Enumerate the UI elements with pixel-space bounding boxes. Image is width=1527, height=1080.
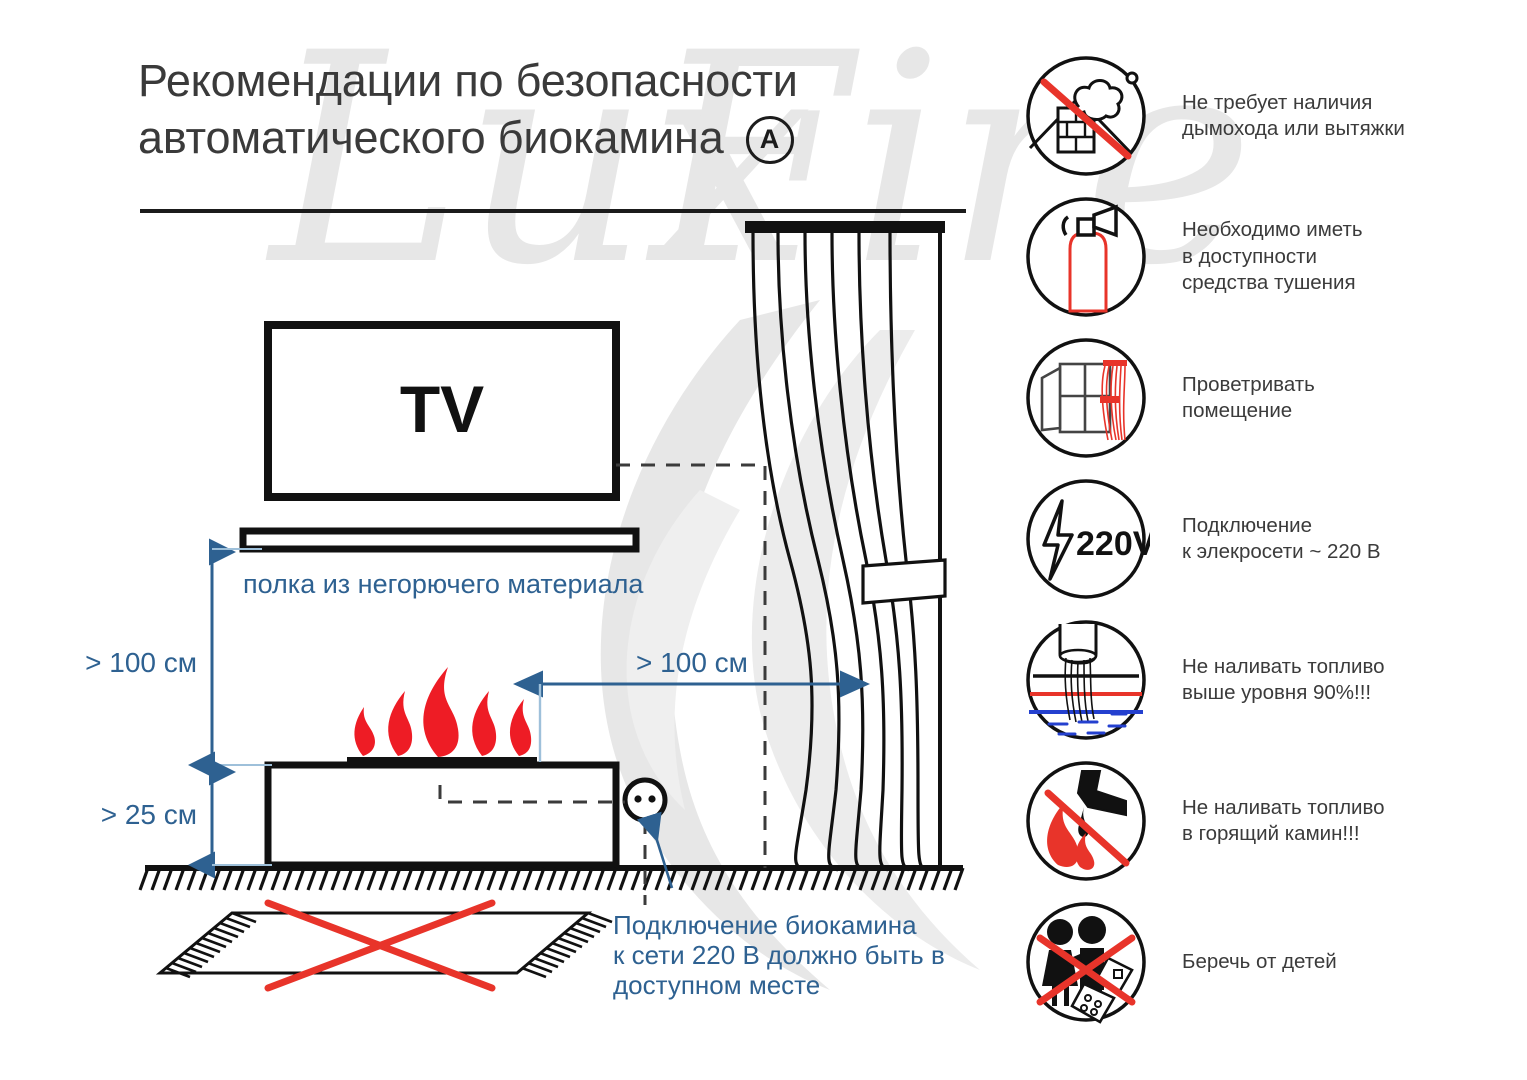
safety-item-label: Не наливать топливо в горящий камин!!! — [1182, 795, 1385, 848]
label-line: помещение — [1182, 399, 1293, 422]
window-curtain — [745, 221, 947, 872]
title-line-2: автоматического биокамина — [138, 112, 724, 163]
safety-item-label: Необходимо иметь в доступности средства … — [1182, 217, 1363, 297]
fire-extinguisher-icon — [1026, 197, 1146, 317]
no-chimney-icon — [1026, 56, 1146, 176]
flame-group — [354, 667, 532, 757]
label-line: Необходимо иметь — [1182, 218, 1363, 242]
title-divider — [140, 209, 966, 213]
no-refuel-burning-icon — [1026, 761, 1146, 881]
safety-item-220v: 220V Подключение к элекросети ~ 220 В — [1022, 475, 1522, 603]
safety-item-fuel-level: Не наливать топливо выше уровня 90%!!! — [1022, 616, 1522, 744]
safety-item-ventilate: Проветривать помещение — [1022, 334, 1522, 462]
electricity-220v-icon: 220V — [1026, 479, 1150, 599]
class-a-badge: A — [745, 115, 794, 164]
tv-screen: TV — [264, 321, 620, 501]
safety-icon-list: Не требует наличия дымохода или вытяжки … — [1022, 52, 1522, 1039]
safety-item-no-chimney: Не требует наличия дымохода или вытяжки — [1022, 52, 1522, 180]
title-row-2: автоматического биокамина A — [138, 109, 938, 166]
socket-callout: Подключение биокамина к сети 220 В должн… — [613, 811, 945, 1000]
dimension-label-vertical-top: > 100 см — [85, 647, 197, 678]
dimension-label-horizontal: > 100 см — [636, 647, 748, 678]
non-combustible-shelf — [239, 527, 640, 553]
socket-note-line-2: к сети 220 В должно быть в — [613, 940, 945, 970]
label-line: выше уровня 90%!!! — [1182, 681, 1372, 704]
label-line: Подключение — [1182, 513, 1312, 537]
label-line: дымохода или вытяжки — [1182, 117, 1405, 140]
label-line: в доступности — [1182, 244, 1317, 268]
dimension-horizontal-100: > 100 см — [513, 647, 870, 762]
tv-label: TV — [400, 372, 484, 446]
socket-note-line-3: доступном месте — [613, 970, 820, 1000]
safety-item-label: Подключение к элекросети ~ 220 В — [1182, 513, 1381, 566]
safety-item-label: Проветривать помещение — [1182, 372, 1315, 425]
bio-fireplace-body — [264, 757, 620, 869]
label-line: Проветривать — [1182, 372, 1315, 396]
page-title: Рекомендации по безопасности автоматичес… — [138, 52, 938, 166]
title-line-1: Рекомендации по безопасности — [138, 55, 798, 106]
shelf-label: полка из негорючего материала — [243, 569, 644, 599]
dimension-label-vertical-bottom: > 25 см — [101, 799, 197, 830]
socket-note-line-1: Подключение биокамина — [613, 910, 917, 940]
keep-away-children-icon — [1026, 902, 1146, 1024]
icon-220v-label: 220V — [1076, 525, 1150, 563]
safety-item-label: Не требует наличия дымохода или вытяжки — [1182, 90, 1405, 143]
label-line: средства тушения — [1182, 271, 1356, 295]
safety-item-no-refuel-burning: Не наливать топливо в горящий камин!!! — [1022, 757, 1522, 885]
label-line: Не требует наличия — [1182, 90, 1373, 114]
safety-item-extinguisher: Необходимо иметь в доступности средства … — [1022, 193, 1522, 321]
label-line: к элекросети ~ 220 В — [1182, 540, 1381, 563]
safety-item-label: Не наливать топливо выше уровня 90%!!! — [1182, 654, 1385, 707]
label-line: Не наливать топливо — [1182, 795, 1385, 819]
power-socket — [622, 777, 668, 823]
forbidden-rug — [155, 899, 613, 992]
dimension-vertical-25: > 25 см — [101, 758, 272, 879]
safety-item-label: Беречь от детей — [1182, 949, 1337, 976]
label-line: Не наливать топливо — [1182, 654, 1385, 678]
fuel-level-90-icon — [1026, 620, 1146, 740]
hatched-floor — [138, 865, 965, 891]
label-line: Беречь от детей — [1182, 949, 1337, 973]
label-line: в горящий камин!!! — [1182, 822, 1360, 845]
cable-dashed-route — [438, 463, 767, 905]
ventilate-window-icon — [1026, 338, 1146, 458]
safety-item-children: Беречь от детей — [1022, 898, 1522, 1026]
